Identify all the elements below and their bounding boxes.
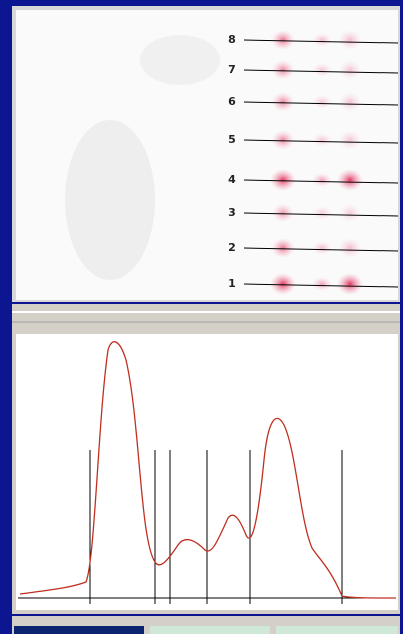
band-spot (312, 206, 332, 220)
toolbar-button[interactable] (14, 626, 144, 634)
toolbar-button[interactable] (150, 626, 270, 634)
separator (12, 304, 400, 330)
gel-smudge (65, 120, 155, 280)
band-spot (312, 133, 332, 147)
band-spot (272, 60, 295, 80)
band-spot (312, 241, 332, 255)
band-spot (312, 33, 332, 47)
band-spot (270, 273, 296, 295)
band-spot (312, 277, 332, 291)
band-spot (338, 238, 362, 258)
band-spot (339, 204, 361, 223)
lane-label: 7 (228, 63, 236, 76)
band-spot (312, 173, 332, 187)
lane-label: 1 (228, 277, 236, 290)
lane-label: 8 (228, 33, 236, 46)
band-spot (337, 273, 363, 295)
band-spot (271, 238, 295, 258)
band-spot (338, 30, 362, 50)
band-spot (272, 204, 294, 223)
band-spot (312, 95, 332, 109)
scan-window: 8 7 6 5 4 3 2 1 (0, 0, 403, 634)
gel-smudge (140, 35, 220, 85)
band-spot (270, 169, 296, 191)
band-spot (271, 30, 295, 50)
band-spot (337, 169, 363, 191)
toolbar-button[interactable] (276, 626, 398, 634)
band-spot (339, 60, 362, 80)
band-spot (272, 130, 295, 150)
band-spot (339, 92, 362, 112)
lane-label: 2 (228, 241, 236, 254)
band-spot (339, 130, 362, 150)
band-spot (272, 92, 295, 112)
lane-label: 3 (228, 206, 236, 219)
lane-label: 6 (228, 95, 236, 108)
lane-label: 5 (228, 133, 236, 146)
band-spot (312, 63, 332, 77)
lane-label: 4 (228, 173, 236, 186)
screenshot: 8 7 6 5 4 3 2 1 (0, 0, 403, 634)
